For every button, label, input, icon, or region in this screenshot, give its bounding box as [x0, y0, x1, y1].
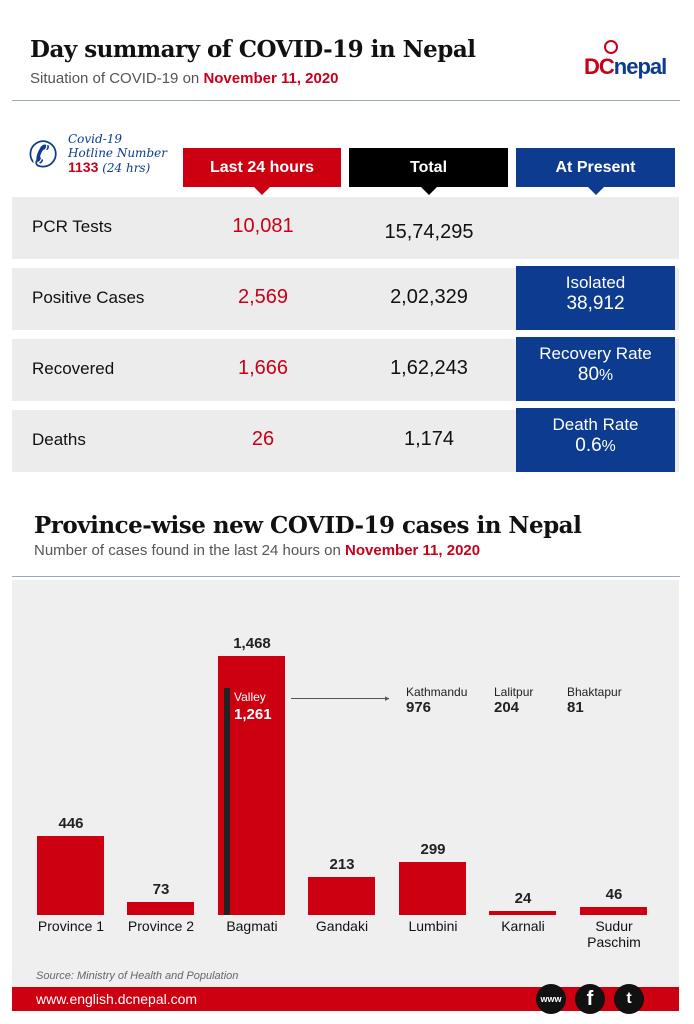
bar-value-label: 299	[420, 841, 446, 859]
bar-value-label: 73	[152, 881, 170, 899]
category-label: Bagmati	[226, 918, 278, 934]
bar-province-1	[37, 836, 104, 915]
row-label: Positive Cases	[32, 288, 145, 307]
province-title: Province-wise new COVID-19 cases in Nepa…	[34, 512, 582, 539]
last24-value: 10,081	[232, 215, 294, 237]
row-positive: Positive Cases 2,569 2,02,329 Isolated 38…	[12, 266, 679, 330]
column-last24: Last 24 hours	[183, 148, 341, 195]
twitter-icon[interactable]: t	[614, 984, 644, 1014]
www-icon[interactable]: www	[536, 984, 566, 1014]
divider	[12, 100, 680, 101]
total-value: 15,74,295	[384, 221, 474, 243]
death-rate-box: Death Rate 0.6%	[516, 408, 675, 472]
column-present: At Present	[516, 148, 675, 195]
website-link[interactable]: www.english.dcnepal.com	[36, 991, 198, 1007]
last24-value: 2,569	[237, 286, 289, 308]
bar-karnali	[489, 910, 556, 915]
hotline-info: Covid-19 Hotline Number 1133 (24 hrs)	[68, 132, 167, 175]
valley-value: 1,261	[234, 706, 272, 723]
arrow-head-icon: ▸	[385, 693, 390, 703]
row-label: PCR Tests	[32, 217, 112, 236]
footer-bar	[12, 987, 679, 1011]
last24-value: 26	[251, 428, 275, 450]
category-label: Gandaki	[315, 918, 369, 934]
bar-province-2	[127, 902, 194, 915]
bar-value-label: 24	[514, 889, 532, 907]
province-subtitle: Number of cases found in the last 24 hou…	[34, 542, 481, 559]
category-label: Sudur Paschim	[587, 918, 641, 950]
recovery-rate-box: Recovery Rate 80%	[516, 337, 675, 401]
row-pcr: PCR Tests 10,081 15,74,295	[12, 197, 679, 259]
row-deaths: Deaths 26 1,174 Death Rate 0.6%	[12, 408, 679, 472]
phone-icon: ✆	[28, 134, 59, 175]
district-lalitpur: Lalitpur 204	[494, 685, 534, 716]
dcnepal-logo: DCnepal	[584, 40, 679, 90]
district-kathmandu: Kathmandu 976	[406, 685, 468, 716]
bar-value-label: 1,468	[233, 635, 271, 652]
column-total: Total	[349, 148, 508, 195]
source-note: Source: Ministry of Health and Populatio…	[36, 970, 239, 982]
valley-label: Valley	[234, 690, 266, 704]
district-bhaktapur: Bhaktapur 81	[567, 685, 622, 716]
bar-value-label: 446	[58, 815, 84, 833]
bar-value-label: 213	[329, 856, 355, 874]
total-value: 2,02,329	[390, 286, 468, 308]
facebook-icon[interactable]: f	[575, 984, 605, 1014]
divider	[12, 576, 680, 577]
page-subtitle: Situation of COVID-19 on November 11, 20…	[30, 70, 339, 87]
isolated-box: Isolated 38,912	[516, 266, 675, 330]
category-label: Karnali	[501, 918, 545, 934]
row-recovered: Recovered 1,666 1,62,243 Recovery Rate 80…	[12, 337, 679, 401]
total-value: 1,174	[403, 428, 455, 450]
category-label: Province 1	[37, 918, 105, 934]
valley-marker	[224, 688, 230, 915]
bar-sudur-paschim	[580, 906, 647, 915]
bar-lumbini	[399, 862, 466, 915]
page-title: Day summary of COVID-19 in Nepal	[30, 36, 476, 63]
category-label: Province 2	[127, 918, 195, 934]
last24-value: 1,666	[237, 357, 289, 379]
row-label: Deaths	[32, 430, 86, 449]
row-label: Recovered	[32, 359, 115, 378]
bar-value-label: 46	[605, 885, 623, 903]
bar-gandaki	[308, 877, 375, 915]
category-label: Lumbini	[408, 918, 458, 934]
total-value: 1,62,243	[390, 357, 468, 379]
valley-arrow	[291, 698, 389, 699]
province-chart	[12, 580, 679, 987]
